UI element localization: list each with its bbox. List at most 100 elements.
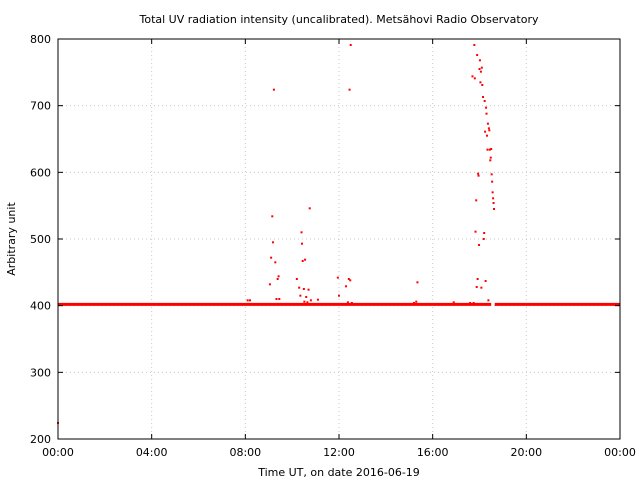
data-point <box>478 59 481 62</box>
data-point <box>476 54 479 56</box>
data-point <box>493 208 496 210</box>
data-point <box>271 215 274 218</box>
data-point <box>483 100 486 102</box>
data-point <box>348 88 351 91</box>
data-point <box>349 279 352 282</box>
data-point <box>492 202 495 204</box>
data-point <box>298 286 301 289</box>
data-point <box>490 173 493 176</box>
data-point <box>475 199 478 202</box>
data-point <box>479 81 482 84</box>
y-tick-label: 500 <box>30 233 51 246</box>
data-point <box>272 88 275 91</box>
data-point <box>477 174 480 177</box>
x-tick-label: 16:00 <box>417 446 449 459</box>
data-point <box>477 172 480 175</box>
data-point <box>271 241 274 244</box>
data-point <box>488 148 491 151</box>
data-point <box>336 276 339 279</box>
y-tick-label: 200 <box>30 433 51 446</box>
data-point <box>303 300 306 303</box>
data-point <box>295 278 298 280</box>
data-point <box>492 197 495 200</box>
x-tick-label: 00:00 <box>604 446 636 459</box>
data-point <box>484 130 487 133</box>
data-point <box>481 84 484 86</box>
data-point <box>491 180 494 183</box>
x-tick-label: 12:00 <box>323 446 355 459</box>
data-point <box>491 191 494 194</box>
data-point <box>486 148 489 151</box>
data-point <box>304 258 307 261</box>
data-point <box>301 242 304 245</box>
data-point <box>349 44 352 46</box>
data-point <box>479 70 482 73</box>
data-point <box>485 134 488 137</box>
data-point <box>486 122 489 125</box>
data-point <box>469 302 472 304</box>
data-point <box>274 261 277 264</box>
data-point <box>338 294 340 297</box>
data-point <box>473 77 476 80</box>
data-point <box>475 286 478 288</box>
data-point <box>487 127 490 130</box>
data-point <box>301 260 304 262</box>
ticks: 00:00 04:00 08:00 12:00 16:00 20:00 00:0020030… <box>30 33 636 459</box>
data-point <box>316 298 319 301</box>
data-point <box>275 298 278 300</box>
data-point <box>482 96 485 98</box>
data-point <box>270 256 273 259</box>
data-point <box>412 302 415 304</box>
y-tick-label: 800 <box>30 33 51 46</box>
data-point <box>482 238 485 240</box>
data-point <box>249 299 252 302</box>
data-point <box>483 232 486 234</box>
data-point <box>346 301 349 304</box>
data-point <box>309 299 312 302</box>
data-point <box>485 112 488 115</box>
data-point <box>246 299 249 302</box>
data-point <box>268 283 271 286</box>
x-tick-label: 20:00 <box>510 446 542 459</box>
data-point <box>299 294 302 297</box>
data-point <box>485 106 488 109</box>
data-point <box>489 159 492 162</box>
data-point <box>490 148 493 150</box>
data-point <box>480 286 483 289</box>
data-point <box>488 129 491 132</box>
data-point <box>471 75 474 78</box>
data-point <box>480 66 483 69</box>
x-tick-label: 00:00 <box>42 446 74 459</box>
data-point <box>472 302 475 304</box>
y-tick-label: 600 <box>30 166 51 179</box>
data-point <box>300 231 303 234</box>
data-point <box>489 156 492 159</box>
data-point <box>476 278 479 280</box>
data-point <box>276 278 279 280</box>
data-point <box>345 285 348 288</box>
data-point <box>473 44 476 46</box>
data-point <box>306 301 309 304</box>
chart-title: Total UV radiation intensity (uncalibrat… <box>139 13 539 26</box>
data-point <box>478 244 481 246</box>
x-tick-label: 08:00 <box>229 446 261 459</box>
x-tick-label: 04:00 <box>136 446 168 459</box>
y-tick-label: 300 <box>30 366 51 379</box>
data-point <box>307 288 310 291</box>
data-series <box>57 44 620 424</box>
y-tick-label: 400 <box>30 300 51 313</box>
data-point <box>302 288 305 290</box>
data-point <box>350 302 353 304</box>
data-point <box>305 296 308 298</box>
data-point <box>278 298 281 300</box>
data-point <box>277 275 280 278</box>
y-axis-label: Arbitrary unit <box>5 202 18 276</box>
data-point <box>484 280 487 282</box>
data-point <box>478 68 481 70</box>
data-point <box>474 230 477 233</box>
data-point <box>487 299 490 302</box>
data-point <box>415 300 418 303</box>
grid <box>57 38 621 440</box>
data-point <box>416 281 419 284</box>
